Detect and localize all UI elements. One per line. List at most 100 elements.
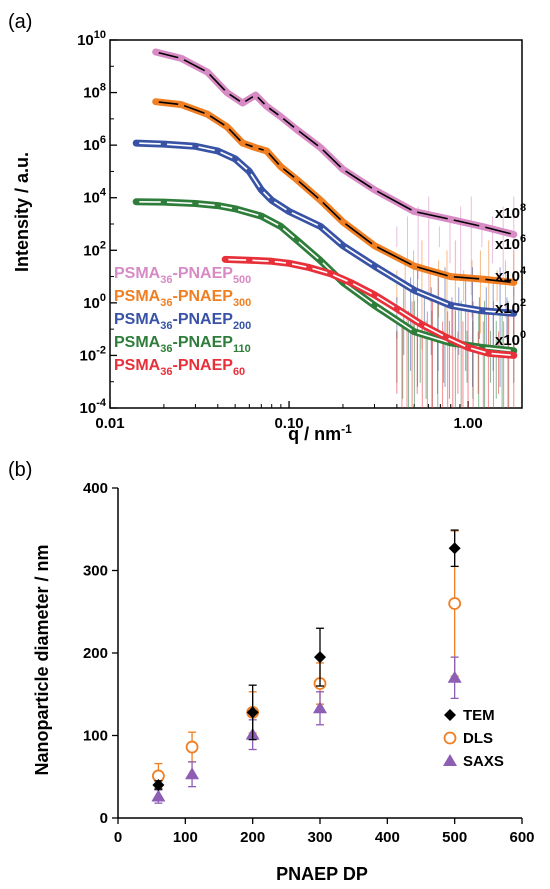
diameter-series-dls [151,530,462,789]
saxs-data-point [263,103,270,110]
saxs-data-point [411,287,418,294]
saxs-multiplier-label: x104 [495,265,527,285]
saxs-data-point [371,186,378,194]
saxs-data-point [339,218,347,226]
saxs-series [132,139,518,317]
saxs-data-point [246,256,253,264]
tem-marker [246,706,259,719]
diameter-y-tick-label: 100 [83,728,108,745]
saxs-y-tick-label: 100 [83,292,106,312]
saxs-data-point [192,200,199,207]
legend-label-dls: DLS [463,730,493,747]
saxs-data-point [293,176,300,183]
saxs-data-point [178,55,185,62]
saxs-data-point [317,223,324,230]
saxs-y-tick-label: 104 [83,187,107,207]
saxs-series [132,198,518,355]
saxs-series [152,98,518,286]
saxs-series-label: PSMA36-PNAEP500 [114,265,251,286]
saxs-data-point [239,139,246,147]
saxs-data-point [152,48,159,56]
tem-marker [152,779,165,791]
saxs-marker [443,754,457,766]
saxs-data-point [277,163,285,170]
diameter-x-tick-label: 600 [509,829,534,846]
saxs-data-point [293,236,300,244]
saxs-x-tick-label: 0.01 [95,415,124,432]
saxs-x-axis-label: q / nm-1 [288,422,352,444]
saxs-series [152,48,518,238]
diameter-plot: 0 100 200 300 400 0 100 200 300 400 500 600 TEM DLS SA… [83,480,535,846]
saxs-data-point [485,350,492,357]
saxs-data-point [479,307,486,314]
saxs-plot: 10-4 10-2 100 102 104 106 108 1010 0.01 0.10 1.00 x… [77,29,527,432]
saxs-data-point [339,166,347,173]
saxs-data-point [214,147,221,155]
saxs-data-point [132,139,140,147]
saxs-data-point [258,186,265,194]
tem-marker [444,709,456,721]
saxs-data-point [447,216,454,223]
diameter-x-tick-label: 200 [240,829,265,846]
dls-marker [443,731,457,745]
saxs-data-point [214,202,221,209]
diameter-y-tick-label: 0 [100,810,108,827]
diameter-x-tick-label: 0 [114,829,122,846]
saxs-data-point [371,302,378,309]
saxs-data-point [132,198,140,205]
saxs-data-point [160,140,168,148]
saxs-data-point [317,197,324,204]
diameter-x-axis-label: PNAEP DP [276,864,368,884]
saxs-data-point [327,270,334,277]
saxs-data-point [223,89,231,96]
saxs-multiplier-label: x106 [495,233,526,253]
saxs-fit-line [155,100,514,284]
tem-marker [314,651,326,664]
diameter-series-tem [152,529,461,791]
dls-marker [448,597,462,610]
saxs-multiplier-label: x100 [495,329,526,349]
saxs-data-point [277,113,285,120]
saxs-data-point [479,275,486,283]
saxs-data-point [258,212,265,220]
saxs-data-point [317,144,324,151]
diameter-x-tick-label: 300 [307,829,332,846]
saxs-marker [185,767,200,780]
saxs-data-point [418,321,425,328]
saxs-data-point [510,310,518,317]
saxs-data-point [510,279,518,286]
legend-label-saxs: SAXS [463,753,504,770]
dls-marker [185,740,199,754]
saxs-multiplier-label: x102 [495,297,526,317]
saxs-series-label: PSMA36-PNAEP300 [114,288,251,309]
saxs-data-point [411,328,418,335]
saxs-data-point [239,99,246,107]
legend-label-tem: TEM [463,707,495,724]
saxs-fit-line [155,51,514,236]
saxs-data-point [510,231,518,238]
saxs-data-point [306,264,313,271]
saxs-data-point [371,291,378,299]
saxs-data-point [192,143,199,150]
saxs-data-point [347,279,354,286]
saxs-series-label: PSMA36-PNAEP60 [114,357,245,378]
tem-marker [448,542,461,555]
saxs-data-point [442,333,449,341]
saxs-y-tick-label: 108 [83,82,106,102]
saxs-data-point [252,144,259,151]
diameter-y-tick-label: 400 [83,480,108,497]
saxs-data-point [317,257,324,264]
diameter-y-axis-label: Nanoparticle diameter / nm [32,544,52,775]
saxs-data-point [268,258,275,265]
saxs-data-point [293,126,300,133]
panel-a-label: (a) [8,11,32,33]
diameter-x-tick-label: 500 [442,829,467,846]
saxs-data-point [231,155,239,163]
saxs-data-point [285,260,293,267]
saxs-data-point [263,147,270,155]
saxs-multiplier-label: x108 [495,202,526,222]
saxs-data-point [285,208,293,215]
saxs-y-tick-label: 102 [83,239,106,259]
diameter-x-tick-label: 100 [173,829,198,846]
